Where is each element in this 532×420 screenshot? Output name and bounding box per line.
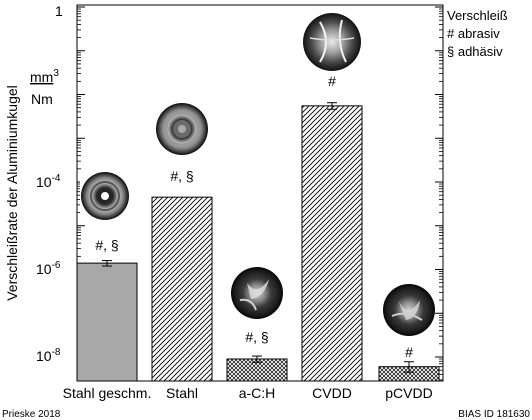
- x-category-4: pCVDD: [385, 385, 432, 401]
- bar-3: [301, 105, 363, 382]
- bar-1: [151, 196, 213, 382]
- x-category-3: CVDD: [312, 385, 352, 401]
- x-category-0: Stahl geschm.: [63, 385, 152, 401]
- bar-label-4: #: [405, 344, 413, 360]
- error-bars-group: [102, 102, 414, 373]
- legend-title: Verschleiß: [447, 8, 508, 23]
- footer-author-year: Prieske 2018: [2, 409, 61, 420]
- legend-item-abrasiv: # abrasiv: [447, 26, 500, 41]
- wear-scar-image-stahl-geschm: [80, 172, 130, 220]
- bars-group: [76, 105, 440, 382]
- wear-scar-image-stahl: [156, 103, 208, 155]
- unit-numerator: mm3: [30, 68, 59, 85]
- bar-labels-group: #, § #, § #, § # #: [95, 73, 413, 360]
- y-tick-label-1e-6: 10-6: [36, 260, 61, 277]
- x-category-labels: Stahl geschm. Stahl a-C:H CVDD pCVDD: [63, 385, 433, 401]
- unit-denominator: Nm: [31, 91, 53, 107]
- wear-scar-image-cvdd: [303, 13, 361, 71]
- legend-item-adhaesiv: § adhäsiv: [447, 44, 503, 59]
- y-tick-label-1e-8: 10-8: [36, 347, 61, 364]
- y-tick-label-1: 1: [55, 3, 63, 19]
- bar-0: [76, 262, 138, 382]
- x-category-2: a-C:H: [239, 385, 276, 401]
- bar-label-3: #: [328, 73, 336, 89]
- wear-scar-image-a-c-h: [231, 267, 283, 319]
- wear-scar-image-pcvdd: [383, 284, 435, 336]
- x-category-1: Stahl: [166, 385, 198, 401]
- bar-label-2: #, §: [245, 329, 268, 345]
- bar-label-0: #, §: [95, 237, 118, 253]
- bar-label-1: #, §: [170, 168, 193, 184]
- y-axis-title: Verschleißrate der Aluminiumkugel: [4, 85, 20, 301]
- footer-bias-id: BIAS ID 181630: [458, 409, 530, 420]
- y-tick-label-1e-4: 10-4: [36, 173, 61, 190]
